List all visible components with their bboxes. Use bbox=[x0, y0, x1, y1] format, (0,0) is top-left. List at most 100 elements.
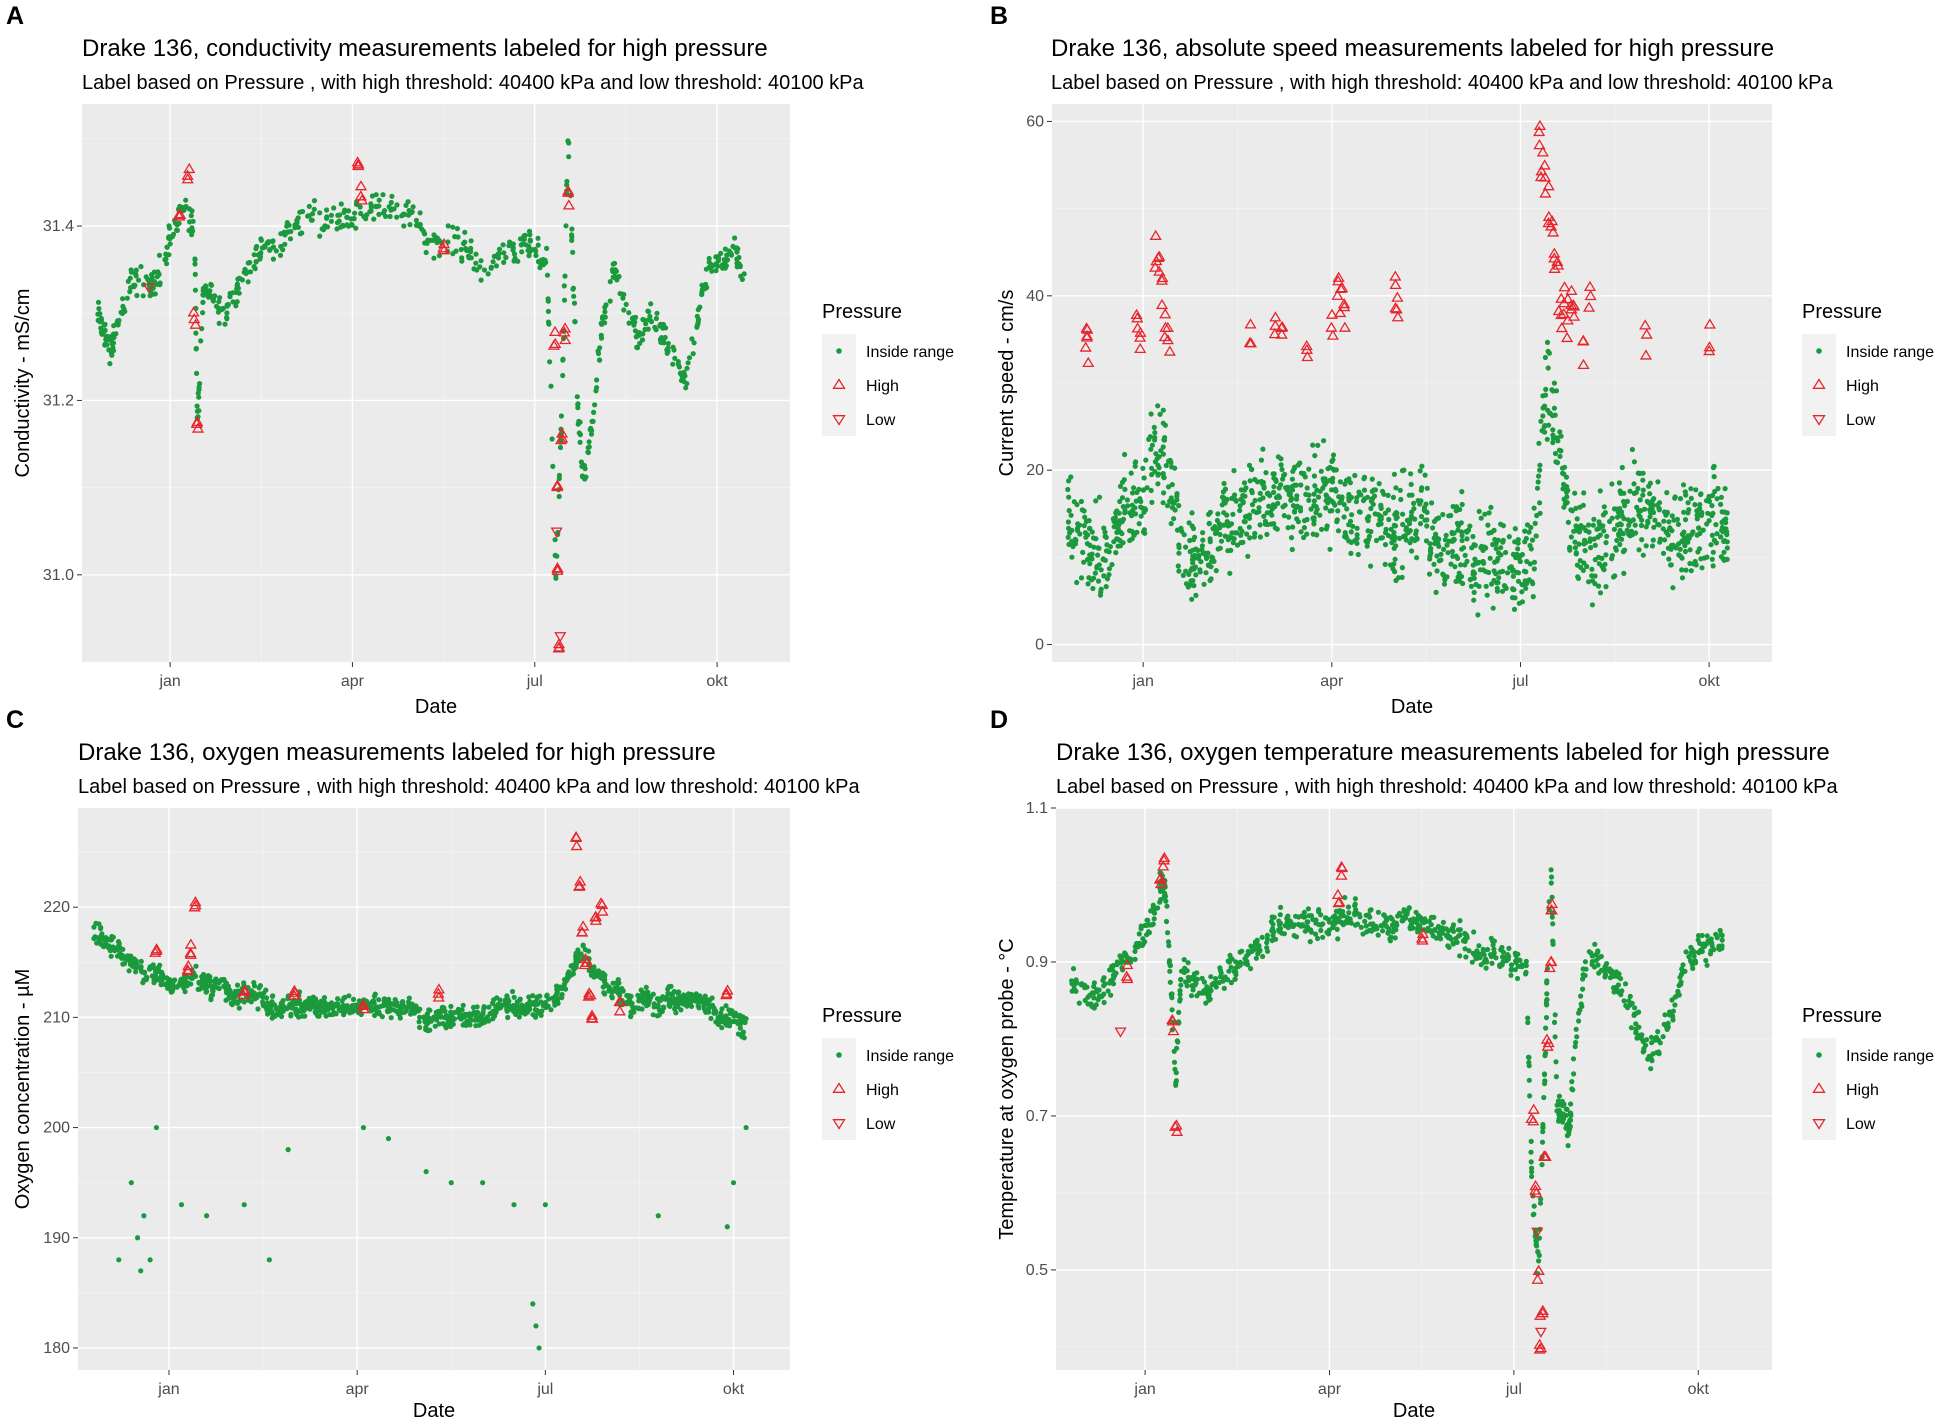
inside-range-point bbox=[1440, 919, 1446, 926]
inside-range-point bbox=[371, 216, 377, 222]
inside-range-point bbox=[490, 1000, 496, 1006]
high-pressure-point bbox=[1268, 328, 1281, 339]
inside-range-point bbox=[1396, 910, 1403, 916]
inside-range-point bbox=[548, 1007, 554, 1013]
inside-range-point bbox=[1682, 548, 1688, 555]
panel-a: A Drake 136, conductivity measurements l… bbox=[6, 2, 954, 718]
inside-range-point bbox=[1311, 491, 1317, 497]
inside-range-point bbox=[394, 1002, 400, 1008]
inside-range-point bbox=[561, 297, 568, 303]
legend-key bbox=[1802, 1072, 1836, 1106]
inside-range-point bbox=[1189, 510, 1195, 516]
inside-range-point bbox=[376, 211, 382, 217]
inside-range-point bbox=[1324, 493, 1330, 499]
inside-range-point bbox=[1549, 387, 1555, 393]
inside-range-point bbox=[346, 208, 352, 214]
inside-range-point bbox=[1079, 507, 1085, 513]
high-pressure-point bbox=[1338, 297, 1351, 309]
inside-range-point bbox=[432, 1023, 438, 1029]
inside-range-point bbox=[1331, 921, 1338, 927]
inside-range-point bbox=[1160, 420, 1166, 426]
inside-range-point bbox=[1151, 910, 1158, 916]
inside-range-point bbox=[1546, 350, 1552, 356]
inside-range-point bbox=[1533, 533, 1539, 539]
high-pressure-point bbox=[1416, 927, 1429, 939]
inside-range-point bbox=[1332, 502, 1338, 508]
inside-range-point bbox=[287, 236, 294, 242]
high-pressure-point bbox=[1158, 851, 1171, 863]
inside-range-point bbox=[549, 995, 556, 1001]
inside-range-point bbox=[198, 338, 204, 344]
inside-range-point bbox=[1657, 500, 1663, 506]
inside-range-point bbox=[1679, 567, 1685, 573]
inside-range-point bbox=[1531, 559, 1538, 565]
high-pressure-point bbox=[173, 207, 186, 219]
inside-range-point bbox=[1612, 573, 1618, 579]
inside-range-point bbox=[676, 993, 682, 999]
inside-range-point bbox=[389, 193, 395, 199]
inside-range-point bbox=[655, 1213, 661, 1219]
inside-range-point bbox=[1618, 522, 1624, 528]
inside-range-point bbox=[1722, 509, 1728, 515]
inside-range-point bbox=[1311, 473, 1317, 479]
inside-range-point bbox=[1310, 916, 1316, 923]
inside-range-point bbox=[1602, 969, 1608, 975]
inside-range-point bbox=[1699, 565, 1705, 571]
low-pressure-point bbox=[1534, 1327, 1547, 1338]
inside-range-point bbox=[1609, 553, 1615, 559]
x-tick-label: jan bbox=[1131, 673, 1153, 690]
inside-range-point bbox=[268, 1004, 274, 1011]
inside-range-point bbox=[585, 445, 591, 451]
inside-range-point bbox=[1631, 1011, 1637, 1017]
inside-range-point bbox=[1365, 518, 1371, 524]
inside-range-point bbox=[566, 154, 572, 160]
inside-range-point bbox=[1244, 531, 1250, 537]
inside-range-point bbox=[648, 301, 654, 307]
inside-range-point bbox=[654, 1003, 660, 1009]
inside-range-point bbox=[1423, 501, 1429, 507]
inside-range-point bbox=[1419, 463, 1425, 469]
inside-range-point bbox=[1089, 556, 1095, 562]
inside-range-point bbox=[313, 998, 319, 1004]
inside-range-point bbox=[568, 972, 574, 978]
legend-title: Pressure bbox=[1802, 1005, 1882, 1027]
inside-range-point bbox=[1391, 471, 1397, 477]
inside-range-point bbox=[376, 203, 382, 209]
inside-range-point bbox=[1340, 922, 1346, 928]
inside-range-point bbox=[1301, 909, 1307, 915]
inside-range-point bbox=[1574, 1034, 1580, 1040]
inside-range-point bbox=[1312, 483, 1318, 489]
high-pressure-point bbox=[1335, 869, 1348, 880]
inside-range-point bbox=[1375, 522, 1382, 528]
inside-range-point bbox=[1161, 437, 1167, 443]
inside-range-point bbox=[1563, 1106, 1569, 1112]
high-pressure-point bbox=[432, 983, 445, 994]
inside-range-point bbox=[1317, 512, 1323, 518]
inside-range-point bbox=[1481, 952, 1487, 958]
inside-range-point bbox=[188, 213, 194, 219]
inside-range-point bbox=[1177, 991, 1183, 998]
inside-range-point bbox=[1155, 905, 1161, 911]
inside-range-point bbox=[1354, 525, 1360, 531]
inside-range-point bbox=[1065, 534, 1071, 540]
inside-range-point bbox=[1213, 976, 1219, 982]
high-pressure-point bbox=[1583, 280, 1597, 291]
inside-range-point bbox=[1289, 476, 1295, 482]
inside-range-point bbox=[1635, 485, 1641, 492]
inside-range-point bbox=[448, 1023, 454, 1030]
inside-range-point bbox=[1651, 496, 1657, 502]
inside-range-point bbox=[602, 304, 608, 310]
low-pressure-point bbox=[1531, 1227, 1544, 1238]
panel-b-subtitle: Label based on Pressure , with high thre… bbox=[1051, 72, 1834, 94]
inside-range-point bbox=[702, 993, 708, 999]
inside-range-point bbox=[1252, 497, 1258, 504]
inside-range-point bbox=[181, 207, 187, 213]
high-pressure-point bbox=[562, 186, 575, 197]
inside-range-point bbox=[1633, 530, 1639, 536]
inside-range-point bbox=[166, 977, 173, 983]
inside-range-point bbox=[1409, 548, 1415, 554]
inside-range-point bbox=[360, 1124, 367, 1131]
inside-range-point bbox=[1624, 527, 1630, 533]
inside-range-point bbox=[1335, 528, 1342, 534]
inside-range-point bbox=[200, 310, 206, 316]
